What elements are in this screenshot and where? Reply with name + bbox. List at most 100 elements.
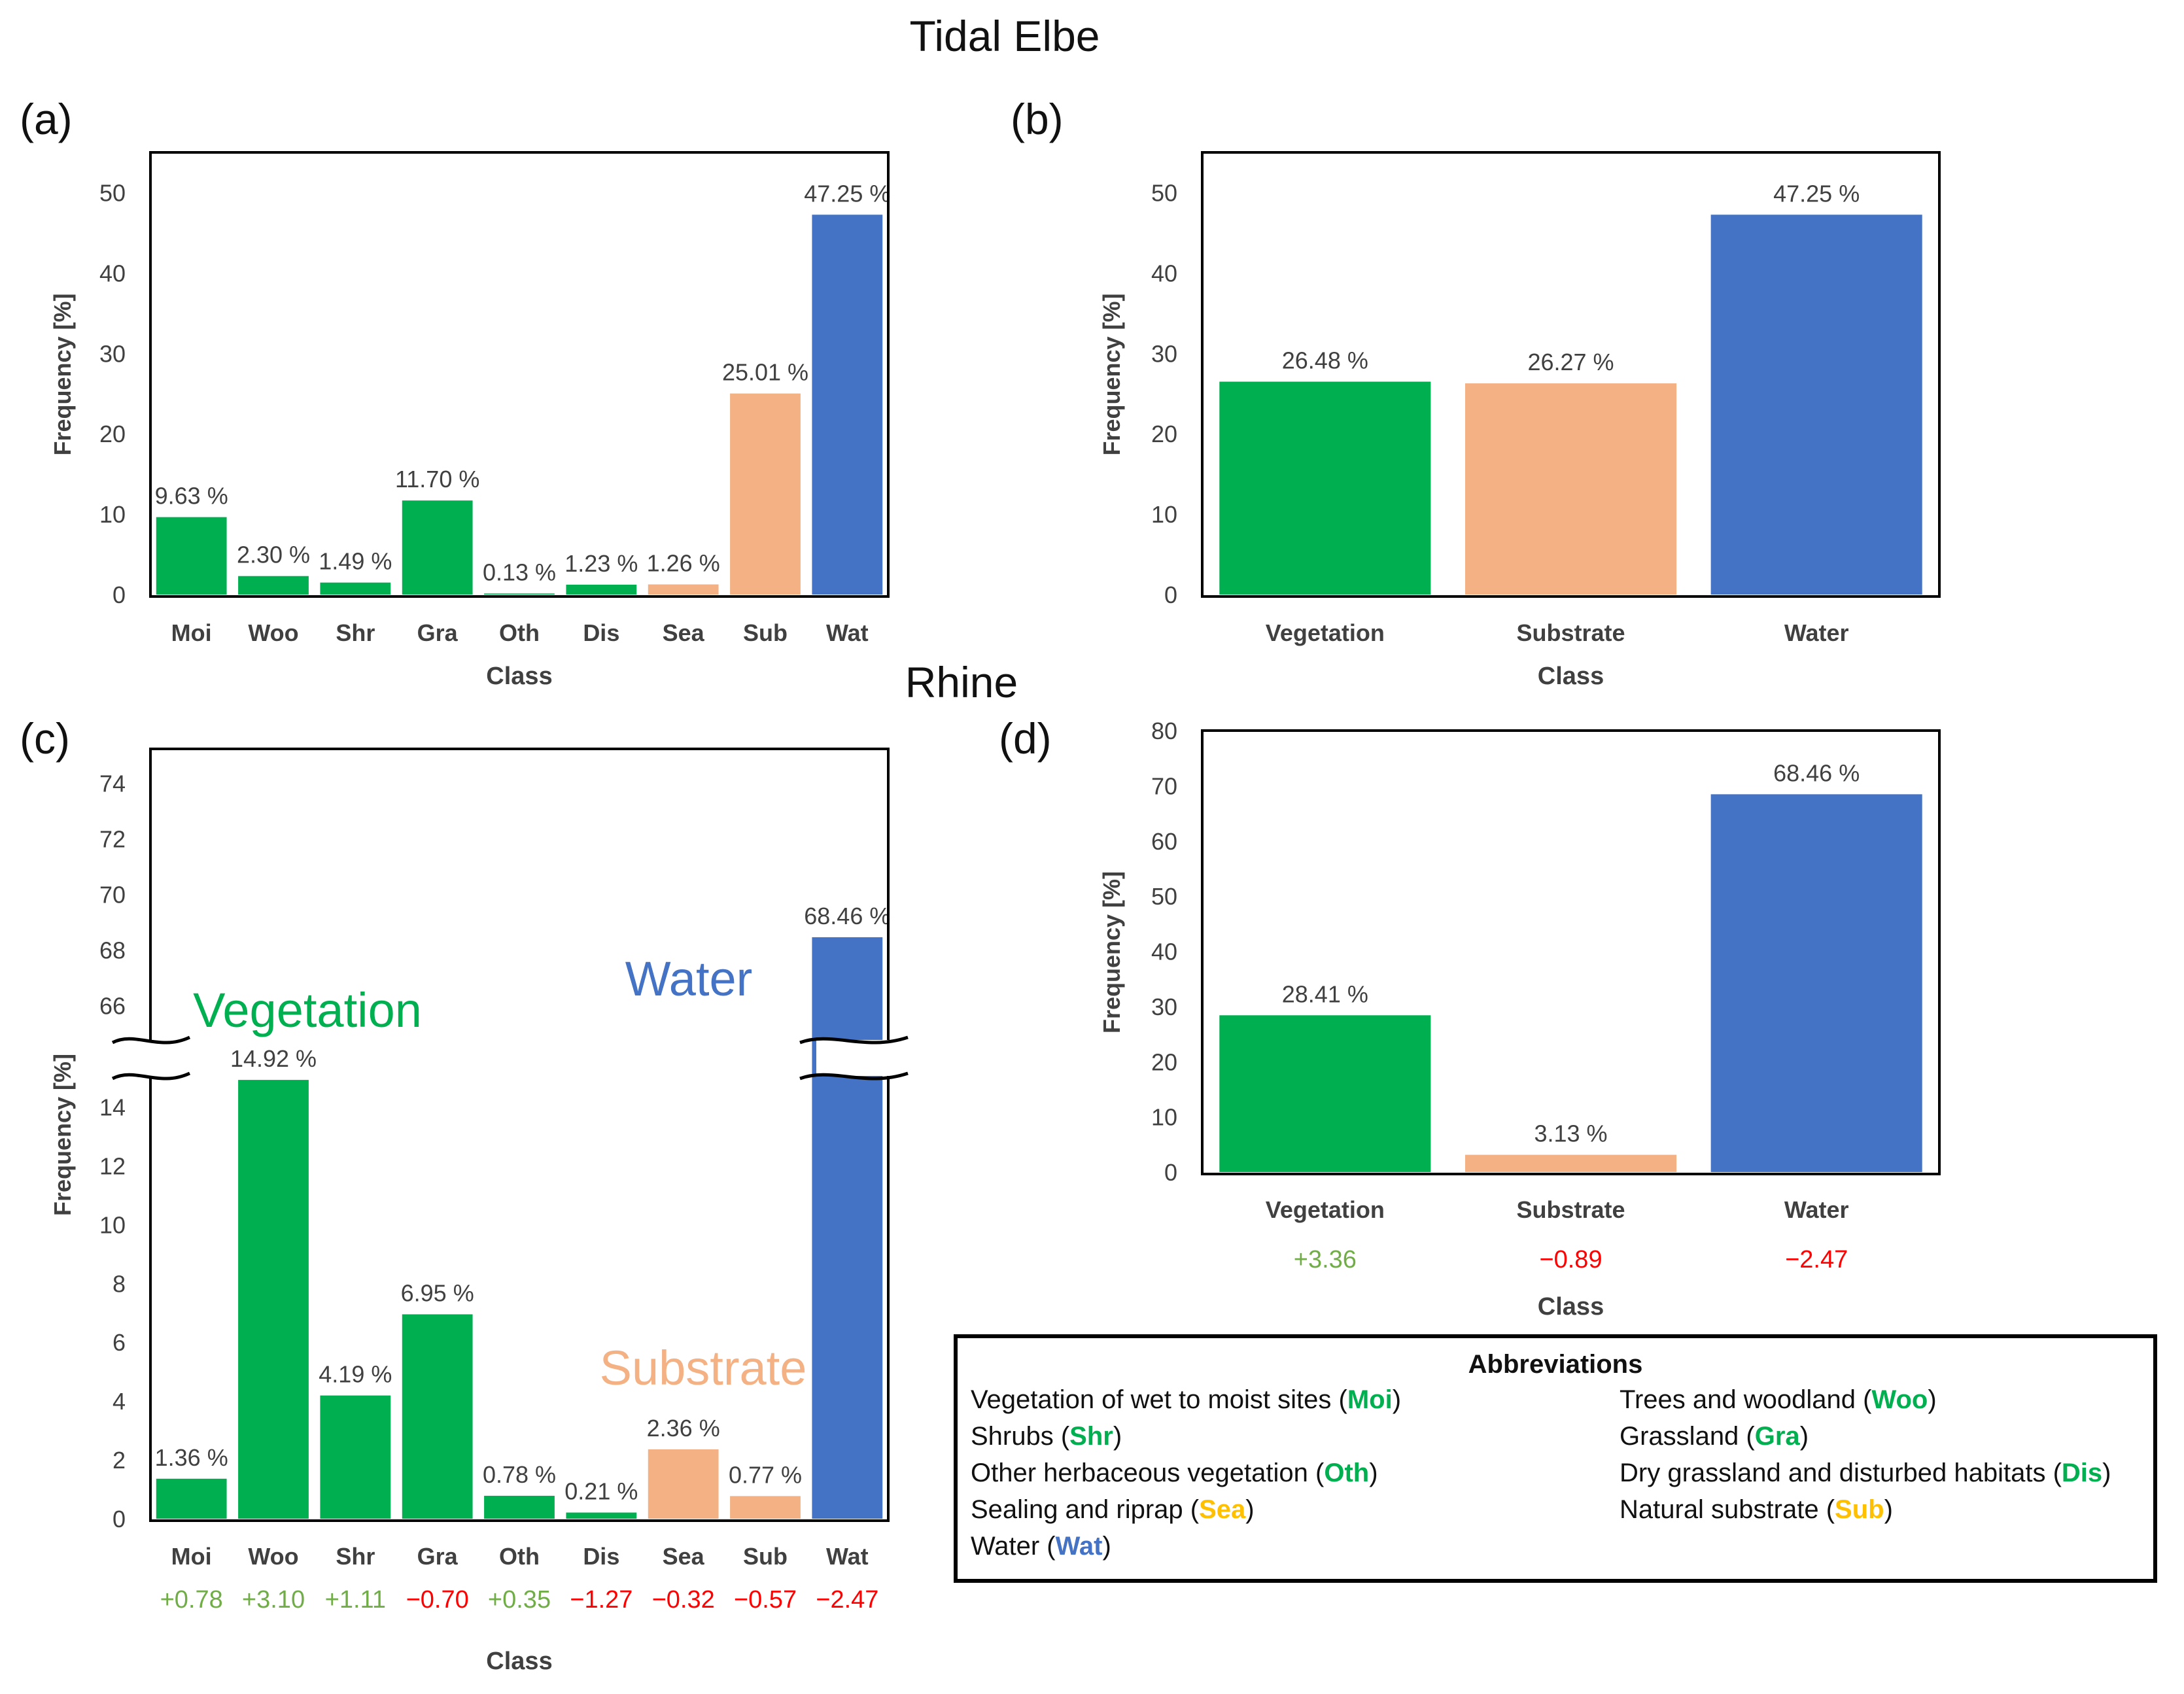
bar-gra <box>402 1314 473 1519</box>
data-label: 25.01 % <box>722 359 808 386</box>
abbreviation-text: Other herbaceous vegetation ( <box>971 1459 1325 1487</box>
bar-gra <box>402 500 473 595</box>
data-label: 68.46 % <box>1773 759 1860 786</box>
x-tick-label: Sub <box>743 619 788 646</box>
y-tick-label: 12 <box>99 1152 126 1179</box>
axis-break-mark <box>799 1035 909 1045</box>
y-tick-label: 40 <box>1151 939 1177 965</box>
plot-frame <box>1201 151 1941 598</box>
x-tick-label: Shr <box>336 1543 375 1570</box>
panel-label-b: (b) <box>1011 95 1064 143</box>
x-tick-label: Wat <box>826 619 869 646</box>
abbreviation-code: Oth <box>1324 1459 1370 1487</box>
data-label: 9.63 % <box>155 483 228 510</box>
abbreviation-text: Trees and woodland ( <box>1620 1385 1872 1414</box>
abbreviation-gra: Grassland (Gra) <box>1620 1422 1809 1451</box>
data-label: 1.49 % <box>319 548 392 575</box>
x-tick-label: Substrate <box>1516 619 1625 646</box>
y-tick-label: 68 <box>99 937 126 964</box>
bar-sub <box>730 393 801 595</box>
bar-woo <box>238 1080 309 1519</box>
y-tick-label: 70 <box>1151 772 1177 799</box>
y-axis-title: Frequency [%] <box>49 1054 76 1216</box>
data-label: 14.92 % <box>230 1045 317 1072</box>
abbreviation-code: Shr <box>1069 1422 1113 1451</box>
abbreviation-text: Shrubs ( <box>971 1422 1070 1451</box>
abbreviation-code: Sea <box>1199 1495 1246 1524</box>
bar-water <box>1710 794 1922 1172</box>
x-tick-label: Oth <box>499 619 540 646</box>
axis-break-mark <box>111 1071 191 1080</box>
data-label: 26.48 % <box>1282 347 1368 374</box>
abbreviations-legend: Abbreviations Vegetation of wet to moist… <box>954 1334 2157 1583</box>
change-label: +0.35 <box>488 1586 551 1614</box>
change-label: −1.27 <box>570 1586 633 1614</box>
abbreviation-code: Dis <box>2061 1459 2103 1487</box>
y-tick-label: 10 <box>99 1211 126 1238</box>
bar-moi <box>156 1478 227 1519</box>
bar-wat <box>812 215 883 595</box>
x-tick-label: Sea <box>663 1543 705 1570</box>
abbreviation-text: Grassland ( <box>1620 1422 1755 1451</box>
x-tick-label: Sub <box>743 1543 788 1570</box>
change-label: +3.36 <box>1294 1246 1357 1273</box>
abbreviation-code: Woo <box>1871 1385 1928 1414</box>
plot-frame <box>149 151 890 598</box>
data-label: 0.78 % <box>483 1461 556 1488</box>
panel-label-a: (a) <box>20 95 73 143</box>
x-tick-label: Gra <box>417 1543 459 1570</box>
y-tick-label: 30 <box>1151 994 1177 1020</box>
y-tick-label: 0 <box>113 1506 126 1532</box>
y-tick-label: 0 <box>1164 581 1177 608</box>
bar-sub <box>730 1496 801 1519</box>
x-tick-label: Dis <box>583 619 619 646</box>
y-tick-label: 50 <box>99 179 126 206</box>
y-tick-label: 80 <box>1151 717 1177 744</box>
y-tick-label: 20 <box>1151 421 1177 447</box>
x-tick-label: Substrate <box>1516 1196 1625 1223</box>
axis-break-gap-right <box>816 1040 924 1076</box>
x-tick-label: Water <box>1784 619 1849 646</box>
change-label: +3.10 <box>242 1586 305 1614</box>
x-tick-label: Vegetation <box>1266 1196 1385 1223</box>
bar-shr <box>320 1395 391 1519</box>
x-axis-title: Class <box>486 663 552 690</box>
abbreviation-text: Dry grassland and disturbed habitats ( <box>1620 1459 2062 1487</box>
data-label: 47.25 % <box>1773 180 1860 207</box>
abbreviation-code: Gra <box>1754 1422 1800 1451</box>
plot-frame <box>149 748 890 1522</box>
x-tick-label: Shr <box>336 619 375 646</box>
bar-sea <box>648 1449 719 1519</box>
chart-panel-b: (b) 0 10 20 30 40 50 26.48 % Vegetation 26.27 % Su… <box>1011 95 1941 690</box>
data-label: 1.23 % <box>564 550 638 577</box>
x-tick-label: Moi <box>171 619 212 646</box>
bar-vegetation <box>1219 381 1431 595</box>
y-tick-label: 72 <box>99 826 126 853</box>
y-tick-label: 40 <box>1151 260 1177 286</box>
y-tick-label: 14 <box>99 1094 126 1120</box>
y-tick-label: 66 <box>99 993 126 1020</box>
change-label: −2.47 <box>816 1586 878 1614</box>
change-label: −2.47 <box>1785 1246 1848 1273</box>
bar-dis <box>566 584 637 595</box>
y-tick-label: 50 <box>1151 179 1177 206</box>
bar-sea <box>648 584 719 595</box>
x-axis-title: Class <box>486 1648 552 1675</box>
abbreviation-text: Vegetation of wet to moist sites ( <box>971 1385 1347 1414</box>
y-tick-label: 10 <box>99 501 126 528</box>
y-tick-label: 0 <box>1164 1159 1177 1186</box>
axis-break-mark <box>111 1035 191 1045</box>
data-label: 26.27 % <box>1527 349 1614 375</box>
annotation-substrate: Substrate <box>600 1341 807 1395</box>
data-label: 1.36 % <box>155 1444 228 1471</box>
abbreviations-title: Abbreviations <box>1468 1350 1643 1379</box>
bar-wat <box>812 937 883 1519</box>
bar-substrate <box>1465 1154 1677 1172</box>
data-label: 2.30 % <box>237 542 310 568</box>
change-label: +1.11 <box>325 1586 386 1614</box>
y-tick-label: 20 <box>1151 1048 1177 1075</box>
y-tick-label: 74 <box>99 770 126 797</box>
change-label: −0.89 <box>1539 1246 1602 1273</box>
plot-frame <box>1201 729 1941 1175</box>
abbreviation-oth: Other herbaceous vegetation (Oth) <box>971 1459 1378 1487</box>
